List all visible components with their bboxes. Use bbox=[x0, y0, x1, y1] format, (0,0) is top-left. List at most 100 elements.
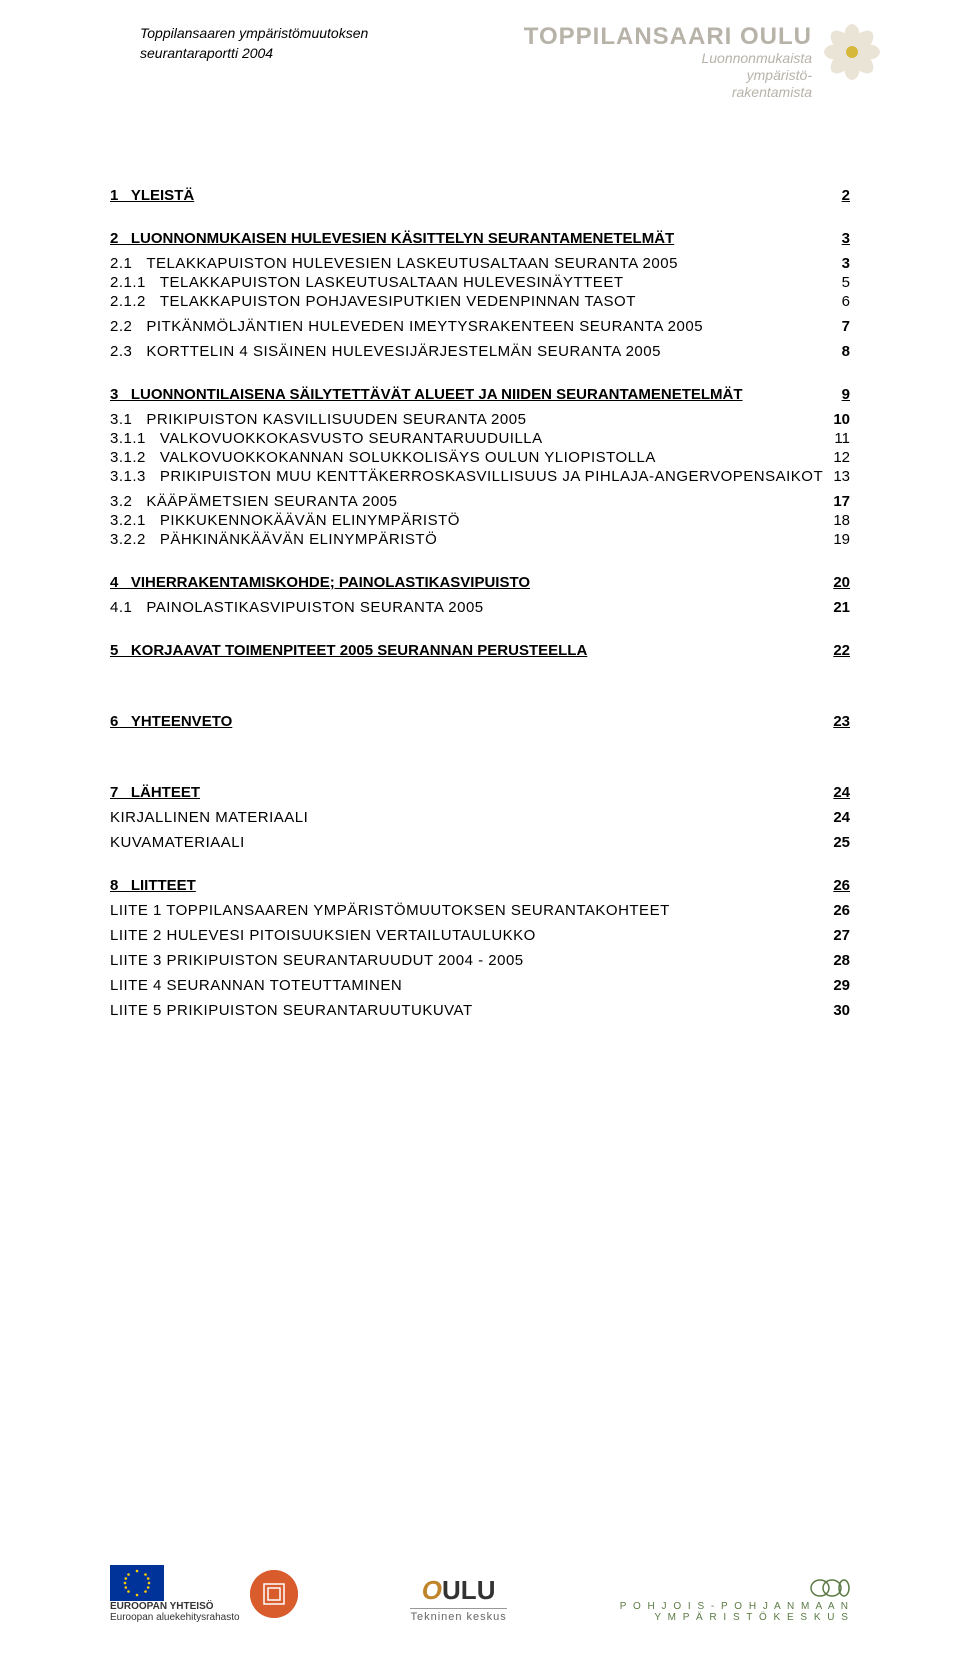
toc-page-number: 27 bbox=[833, 927, 850, 944]
toc-label: 3.1 PRIKIPUISTON KASVILLISUUDEN SEURANTA… bbox=[110, 411, 526, 428]
toc-filler bbox=[827, 480, 829, 481]
toc-label: 4.1 PAINOLASTIKASVIPUISTON SEURANTA 2005 bbox=[110, 599, 484, 616]
toc-page-number: 21 bbox=[833, 599, 850, 616]
toc-filler bbox=[464, 524, 829, 525]
toc-page-number: 24 bbox=[833, 784, 850, 801]
toc-label: 2.2 PITKÄNMÖLJÄNTIEN HULEVEDEN IMEYTYSRA… bbox=[110, 318, 703, 335]
toc-filler bbox=[674, 914, 830, 915]
toc-filler bbox=[249, 846, 830, 847]
toc-label: 2 LUONNONMUKAISEN HULEVESIEN KÄSITTELYN … bbox=[110, 230, 674, 247]
toc-filler bbox=[747, 398, 838, 399]
toc-row: 2.2 PITKÄNMÖLJÄNTIEN HULEVEDEN IMEYTYSRA… bbox=[110, 318, 850, 335]
ymparistokeskus-logo-icon bbox=[810, 1579, 850, 1597]
toc-row: 7 LÄHTEET 24 bbox=[110, 784, 850, 801]
toc-page-number: 23 bbox=[833, 713, 850, 730]
toc-page-number: 13 bbox=[833, 468, 850, 485]
toc-page-number: 5 bbox=[842, 274, 850, 291]
toc-row: 3.1 PRIKIPUISTON KASVILLISUUDEN SEURANTA… bbox=[110, 411, 850, 428]
toc-label: 1 YLEISTÄ bbox=[110, 187, 194, 204]
toc-page-number: 18 bbox=[833, 512, 850, 529]
footer-center: OULU Tekninen keskus bbox=[410, 1575, 506, 1623]
eu-label: EUROOPAN YHTEISÖ bbox=[110, 1601, 240, 1612]
toc-row: 2.1 TELAKKAPUISTON HULEVESIEN LASKEUTUSA… bbox=[110, 255, 850, 272]
toc-label: LIITE 3 PRIKIPUISTON SEURANTARUUDUT 2004… bbox=[110, 952, 524, 969]
toc-page-number: 17 bbox=[833, 493, 850, 510]
toc-filler bbox=[707, 330, 838, 331]
toc-label: 4 VIHERRAKENTAMISKOHDE; PAINOLASTIKASVIP… bbox=[110, 574, 530, 591]
toc-label: 6 YHTEENVETO bbox=[110, 713, 232, 730]
brand-tagline-2: ympäristö- bbox=[524, 67, 812, 84]
oulu-logo: OULU bbox=[410, 1575, 506, 1606]
toc-label: 2.1.1 TELAKKAPUISTON LASKEUTUSALTAAN HUL… bbox=[110, 274, 623, 291]
toc-filler bbox=[682, 267, 838, 268]
document-page: Toppilansaaren ympäristömuutoksen seuran… bbox=[0, 0, 960, 1653]
toc-filler bbox=[547, 442, 831, 443]
toc-filler bbox=[204, 796, 829, 797]
toc-filler bbox=[591, 654, 829, 655]
toc-filler bbox=[477, 1014, 830, 1015]
toc-filler bbox=[441, 543, 829, 544]
toc-label: 3.2.2 PÄHKINÄNKÄÄVÄN ELINYMPÄRISTÖ bbox=[110, 531, 437, 548]
toc-filler bbox=[678, 242, 837, 243]
toc-page-number: 30 bbox=[833, 1002, 850, 1019]
eu-block: EUROOPAN YHTEISÖ Euroopan aluekehitysrah… bbox=[110, 1565, 240, 1623]
toc-label: 3.1.3 PRIKIPUISTON MUU KENTTÄKERROSKASVI… bbox=[110, 468, 823, 485]
toc-label: KUVAMATERIAALI bbox=[110, 834, 245, 851]
report-title-line2: seurantaraportti 2004 bbox=[140, 44, 368, 64]
toc-filler bbox=[488, 611, 830, 612]
toc-row: 8 LIITTEET 26 bbox=[110, 877, 850, 894]
flower-icon bbox=[824, 24, 880, 85]
pp-line1: P O H J O I S - P O H J A N M A A N bbox=[620, 1601, 850, 1612]
brand-name: TOPPILANSAARI OULU bbox=[524, 24, 812, 50]
toc-page-number: 3 bbox=[842, 255, 850, 272]
pp-line2: Y M P Ä R I S T Ö K E S K U S bbox=[654, 1612, 850, 1623]
eu-flag-icon bbox=[110, 1565, 164, 1601]
toc-label: LIITE 5 PRIKIPUISTON SEURANTARUUTUKUVAT bbox=[110, 1002, 473, 1019]
toc-row: LIITE 2 HULEVESI PITOISUUKSIEN VERTAILUT… bbox=[110, 927, 850, 944]
toc-label: 3.1.1 VALKOVUOKKOKASVUSTO SEURANTARUUDUI… bbox=[110, 430, 543, 447]
toc-row: 3.1.2 VALKOVUOKKOKANNAN SOLUKKOLISÄYS OU… bbox=[110, 449, 850, 466]
toc-row: 3.2 KÄÄPÄMETSIEN SEURANTA 2005 17 bbox=[110, 493, 850, 510]
toc-filler bbox=[402, 505, 830, 506]
toc-row: KUVAMATERIAALI 25 bbox=[110, 834, 850, 851]
toc-filler bbox=[660, 461, 829, 462]
toc-filler bbox=[312, 821, 829, 822]
toc-label: 7 LÄHTEET bbox=[110, 784, 200, 801]
brand-block: TOPPILANSAARI OULU Luonnonmukaista ympär… bbox=[524, 24, 880, 101]
toc-page-number: 9 bbox=[842, 386, 850, 403]
toc-row: 2.1.2 TELAKKAPUISTON POHJAVESIPUTKIEN VE… bbox=[110, 293, 850, 310]
toc-row: LIITE 3 PRIKIPUISTON SEURANTARUUDUT 2004… bbox=[110, 952, 850, 969]
toc-page-number: 26 bbox=[833, 877, 850, 894]
toc-row: 3.1.3 PRIKIPUISTON MUU KENTTÄKERROSKASVI… bbox=[110, 468, 850, 485]
toc-label: 8 LIITTEET bbox=[110, 877, 196, 894]
toc-page-number: 25 bbox=[833, 834, 850, 851]
toc-filler bbox=[640, 305, 838, 306]
toc-row: 3.2.1 PIKKUKENNOKÄÄVÄN ELINYMPÄRISTÖ18 bbox=[110, 512, 850, 529]
toc-label: 2.1.2 TELAKKAPUISTON POHJAVESIPUTKIEN VE… bbox=[110, 293, 636, 310]
toc-row: 6 YHTEENVETO 23 bbox=[110, 713, 850, 730]
footer-left: EUROOPAN YHTEISÖ Euroopan aluekehitysrah… bbox=[110, 1565, 298, 1623]
toc-label: 3 LUONNONTILAISENA SÄILYTETTÄVÄT ALUEET … bbox=[110, 386, 743, 403]
toc-row: 2 LUONNONMUKAISEN HULEVESIEN KÄSITTELYN … bbox=[110, 230, 850, 247]
toc-page-number: 6 bbox=[842, 293, 850, 310]
rakennerahasto-badge-icon bbox=[250, 1570, 298, 1618]
page-header: Toppilansaaren ympäristömuutoksen seuran… bbox=[0, 0, 960, 101]
toc-row: LIITE 5 PRIKIPUISTON SEURANTARUUTUKUVAT 3… bbox=[110, 1002, 850, 1019]
toc-label: 3.1.2 VALKOVUOKKOKANNAN SOLUKKOLISÄYS OU… bbox=[110, 449, 656, 466]
page-footer: EUROOPAN YHTEISÖ Euroopan aluekehitysrah… bbox=[110, 1565, 850, 1623]
toc-page-number: 7 bbox=[842, 318, 850, 335]
footer-right: P O H J O I S - P O H J A N M A A N Y M … bbox=[620, 1579, 850, 1623]
toc-page-number: 28 bbox=[833, 952, 850, 969]
toc-label: 3.2 KÄÄPÄMETSIEN SEURANTA 2005 bbox=[110, 493, 398, 510]
toc-page-number: 10 bbox=[833, 411, 850, 428]
toc-label: 5 KORJAAVAT TOIMENPITEET 2005 SEURANNAN … bbox=[110, 642, 587, 659]
toc-filler bbox=[528, 964, 830, 965]
toc-row: 1 YLEISTÄ 2 bbox=[110, 187, 850, 204]
toc-page-number: 2 bbox=[842, 187, 850, 204]
oulu-subtitle: Tekninen keskus bbox=[410, 1608, 506, 1623]
toc-row: 2.3 KORTTELIN 4 SISÄINEN HULEVESIJÄRJEST… bbox=[110, 343, 850, 360]
toc-filler bbox=[198, 199, 837, 200]
toc-page-number: 12 bbox=[833, 449, 850, 466]
toc-row: LIITE 4 SEURANNAN TOTEUTTAMINEN29 bbox=[110, 977, 850, 994]
report-title-line1: Toppilansaaren ympäristömuutoksen bbox=[140, 24, 368, 44]
